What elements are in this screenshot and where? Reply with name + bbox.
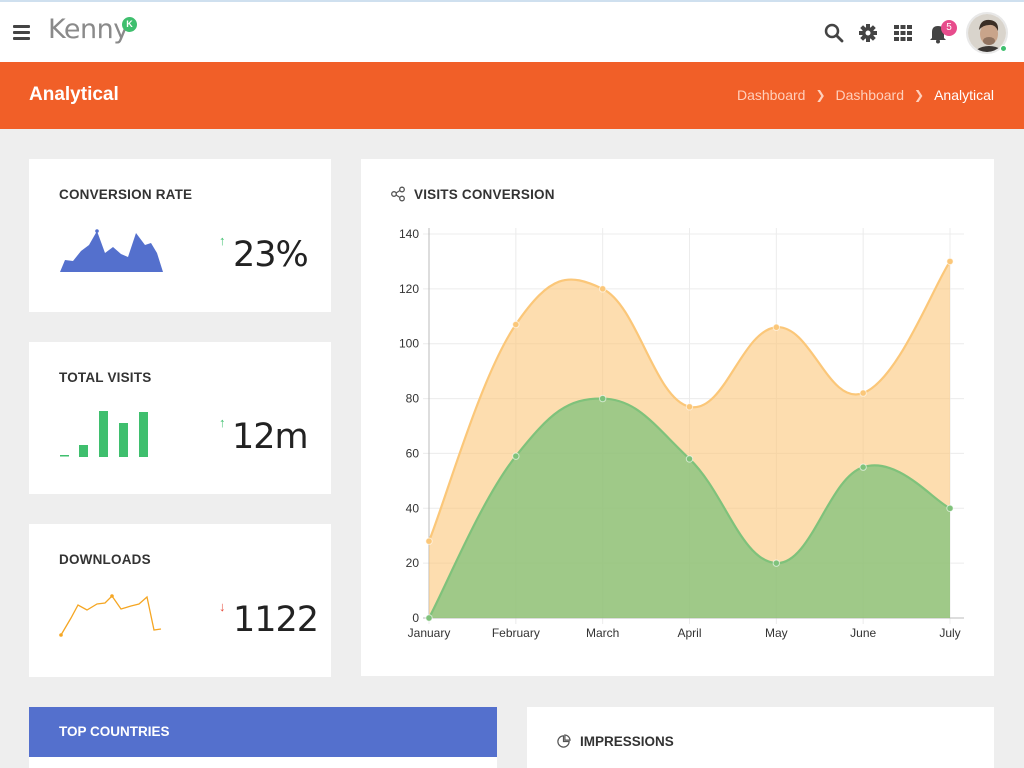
card-title: DOWNLOADS	[59, 552, 151, 567]
y-tick-label: 100	[399, 337, 419, 351]
visits-bar-sparkline	[60, 411, 148, 457]
menu-icon[interactable]	[13, 25, 30, 40]
series-point-1	[425, 614, 433, 622]
x-tick-label: March	[586, 626, 619, 640]
x-tick-label: May	[765, 626, 788, 640]
chevron-right-icon: ❯	[815, 88, 826, 102]
avatar[interactable]	[966, 12, 1008, 54]
breadcrumb-item[interactable]: Dashboard	[736, 87, 806, 103]
series-point-0	[598, 285, 607, 293]
x-tick-label: July	[939, 626, 960, 640]
y-tick-label: 0	[412, 611, 419, 625]
series-point-1	[859, 463, 867, 471]
notification-badge: 5	[941, 20, 957, 36]
chevron-right-icon: ❯	[914, 88, 925, 102]
search-icon[interactable]	[823, 22, 845, 44]
series-point-0	[512, 320, 520, 329]
conversion-sparkline	[60, 229, 163, 272]
series-point-1	[946, 504, 954, 512]
online-status-dot	[1000, 45, 1007, 52]
top-bar: Kenny K 5	[0, 0, 1024, 62]
trend-down-icon: ↓	[219, 599, 226, 614]
series-point-0	[859, 389, 867, 397]
series-area-1	[429, 398, 950, 618]
series-point-0	[946, 257, 954, 266]
series-point-1	[598, 394, 607, 403]
page-title: Analytical	[29, 84, 119, 105]
gear-icon[interactable]	[857, 22, 879, 44]
trend-up-icon: ↑	[219, 415, 226, 430]
top-countries-header: TOP COUNTRIES	[29, 707, 497, 757]
x-tick-label: April	[677, 626, 701, 640]
logo-badge: K	[122, 17, 137, 32]
breadcrumb-current: Analytical	[934, 87, 994, 103]
y-tick-label: 80	[406, 392, 420, 406]
y-tick-label: 140	[399, 227, 419, 241]
impressions-title: IMPRESSIONS	[580, 734, 674, 749]
x-tick-label: January	[408, 626, 451, 640]
downloads-card: DOWNLOADS ↓ 1122	[29, 524, 331, 677]
apps-grid-icon[interactable]	[892, 22, 914, 44]
conversion-rate-card: CONVERSION RATE ↑ 23%	[29, 159, 331, 312]
total-visits-value: 12m	[232, 417, 309, 457]
breadcrumb-item[interactable]: Dashboard	[835, 87, 905, 103]
downloads-line-sparkline	[59, 594, 162, 637]
visits-conversion-card: VISITS CONVERSION 0 20 40 60 80 100 120 140 Janu…	[361, 159, 994, 676]
x-tick-label: February	[492, 626, 540, 640]
impressions-card: IMPRESSIONS	[527, 707, 994, 768]
series-point-1	[772, 559, 781, 567]
downloads-value: 1122	[233, 600, 319, 640]
y-tick-label: 20	[406, 556, 420, 570]
chart-title: VISITS CONVERSION	[414, 187, 555, 202]
series-point-1	[512, 452, 520, 460]
y-tick-label: 60	[406, 446, 420, 460]
y-tick-label: 120	[399, 282, 419, 296]
logo-text[interactable]: Kenny	[48, 14, 129, 45]
series-point-0	[425, 537, 433, 545]
top-countries-title: TOP COUNTRIES	[59, 724, 170, 739]
trend-up-icon: ↑	[219, 233, 226, 248]
card-title: TOTAL VISITS	[59, 370, 152, 385]
total-visits-card: TOTAL VISITS ↑ 12m	[29, 342, 331, 494]
series-point-1	[685, 455, 694, 463]
y-tick-label: 40	[406, 501, 420, 515]
breadcrumb: Dashboard ❯ Dashboard ❯ Analytical	[737, 87, 994, 103]
pie-chart-icon	[557, 734, 571, 748]
series-point-0	[772, 323, 781, 331]
visits-conversion-chart: 0 20 40 60 80 100 120 140 January February March Ap…	[399, 227, 964, 640]
conversion-rate-value: 23%	[233, 235, 309, 275]
top-countries-body	[29, 757, 497, 768]
page-header: Analytical Dashboard ❯ Dashboard ❯ Analy…	[0, 62, 1024, 129]
share-icon[interactable]	[390, 186, 406, 202]
series-point-0	[685, 403, 694, 411]
x-tick-label: June	[850, 626, 876, 640]
card-title: CONVERSION RATE	[59, 187, 193, 202]
